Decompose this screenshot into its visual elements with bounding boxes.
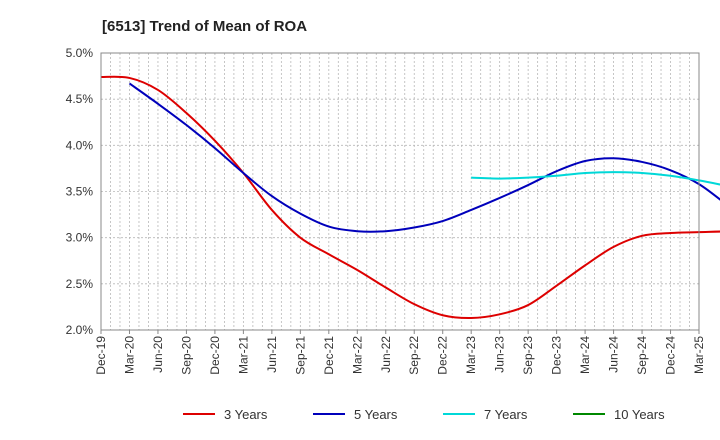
x-tick-label: Dec-21 bbox=[322, 336, 336, 375]
legend-label-7-years: 7 Years bbox=[484, 407, 528, 422]
y-tick-label: 5.0% bbox=[66, 46, 94, 60]
y-tick-label: 4.0% bbox=[66, 138, 94, 152]
y-tick-label: 4.5% bbox=[66, 92, 94, 106]
legend-label-10-years: 10 Years bbox=[614, 407, 665, 422]
x-tick-label: Sep-23 bbox=[521, 336, 535, 375]
x-tick-label: Jun-23 bbox=[493, 336, 507, 373]
x-tick-label: Sep-24 bbox=[635, 336, 649, 375]
x-tick-label: Jun-22 bbox=[379, 336, 393, 373]
x-tick-label: Dec-23 bbox=[550, 336, 564, 375]
x-tick-label: Mar-22 bbox=[350, 336, 364, 374]
x-tick-label: Sep-22 bbox=[407, 336, 421, 375]
plot-area-frame bbox=[100, 52, 700, 331]
x-tick-label: Sep-21 bbox=[293, 336, 307, 375]
x-tick-label: Mar-21 bbox=[236, 336, 250, 374]
grid bbox=[101, 53, 699, 330]
series-line-5-years bbox=[128, 82, 720, 233]
x-tick-label: Sep-20 bbox=[179, 336, 193, 375]
x-tick-label: Dec-19 bbox=[94, 336, 108, 375]
x-tick-label: Dec-20 bbox=[208, 336, 222, 375]
series-line-7-years bbox=[471, 171, 720, 186]
x-tick-label: Mar-23 bbox=[464, 336, 478, 374]
x-tick-label: Mar-24 bbox=[578, 336, 592, 374]
chart-title: [6513] Trend of Mean of ROA bbox=[102, 18, 307, 35]
x-tick-label: Jun-20 bbox=[151, 336, 165, 373]
y-axis-ticks: 2.0% 2.5% 3.0% 3.5% 4.0% 4.5% 5.0% bbox=[66, 46, 94, 337]
x-tick-label: Jun-21 bbox=[265, 336, 279, 373]
series-line-3-years bbox=[100, 75, 720, 320]
series-lines bbox=[100, 75, 720, 320]
y-tick-label: 3.0% bbox=[66, 231, 94, 245]
x-tick-label: Mar-20 bbox=[122, 336, 136, 374]
legend-label-3-years: 3 Years bbox=[224, 407, 268, 422]
x-tick-label: Jun-24 bbox=[607, 336, 621, 373]
x-tick-label: Dec-22 bbox=[436, 336, 450, 375]
legend: 3 Years 5 Years 7 Years 10 Years bbox=[183, 407, 665, 422]
legend-label-5-years: 5 Years bbox=[354, 407, 398, 422]
y-tick-label: 2.5% bbox=[66, 277, 94, 291]
x-tick-label: Dec-24 bbox=[664, 336, 678, 375]
y-tick-label: 2.0% bbox=[66, 323, 94, 337]
x-axis-ticks: Dec-19 Mar-20 Jun-20 Sep-20 Dec-20 Mar-21 Jun-… bbox=[94, 330, 706, 375]
y-tick-label: 3.5% bbox=[66, 185, 94, 199]
x-tick-label: Mar-25 bbox=[692, 336, 706, 374]
